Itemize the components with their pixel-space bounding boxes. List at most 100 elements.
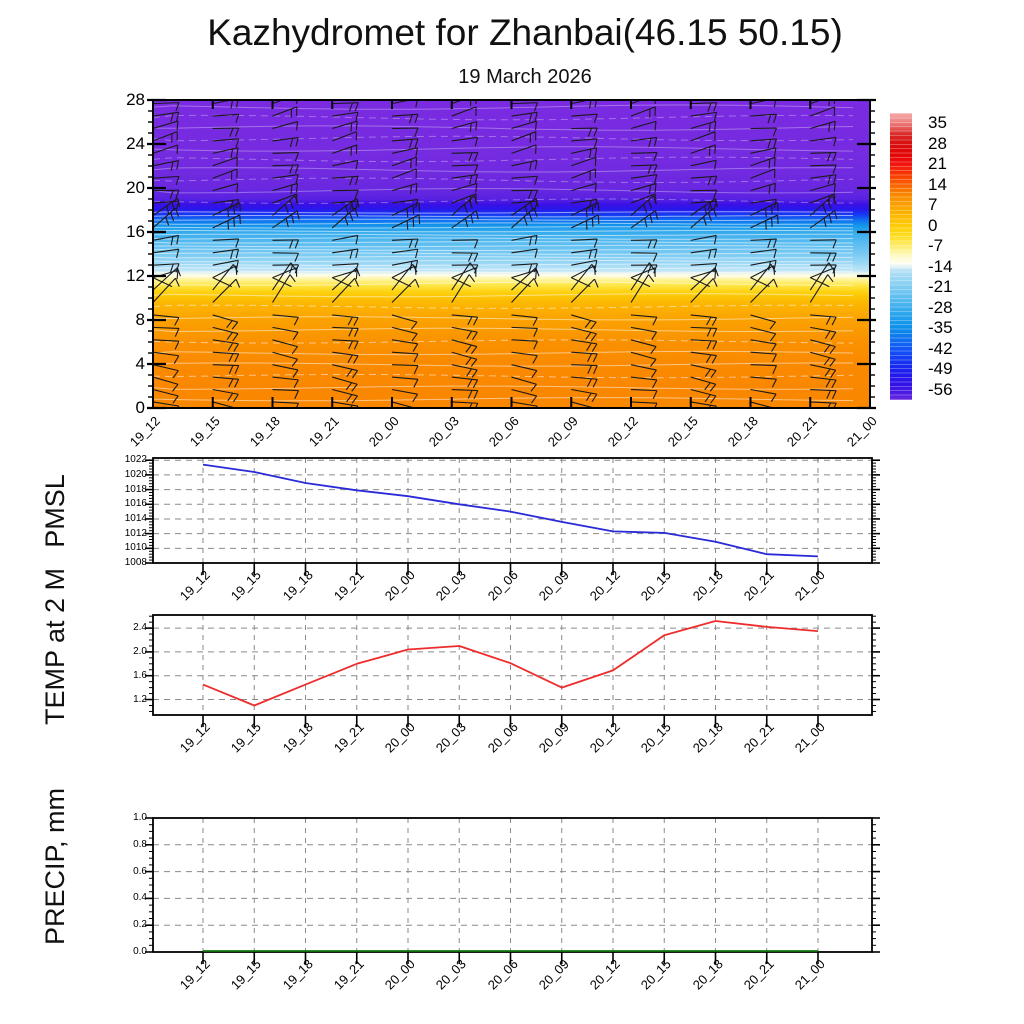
wind-barb-feather (355, 121, 358, 131)
wind-barb-staff (153, 234, 179, 241)
wind-barb-feather (654, 183, 657, 193)
wind-barb-feather (650, 369, 657, 378)
wind-barb-feather (713, 176, 718, 185)
wind-barb-feather (830, 331, 837, 340)
wind-barb-staff (869, 103, 870, 104)
contour-line (153, 104, 854, 110)
wind-barb-feather (534, 112, 538, 122)
wind-barb-feather (594, 260, 598, 270)
wind-barb-staff (571, 277, 591, 288)
wind-barb-feather (412, 217, 415, 227)
contour-line (153, 244, 854, 248)
wind-barb-staff (272, 326, 299, 333)
wind-barb-feather (469, 122, 472, 133)
wind-barb-feather (467, 379, 473, 388)
wind-barb-staff (153, 351, 179, 357)
wind-barb-feather (346, 394, 353, 403)
wind-barb-staff (212, 168, 238, 179)
wind-barb-feather (708, 404, 712, 408)
wind-barb-feather (534, 160, 538, 170)
wind-barb-staff (212, 100, 234, 105)
wind-barb-staff (332, 131, 357, 142)
colorbar (890, 113, 912, 400)
wind-barb-feather (176, 270, 179, 280)
wind-barb-staff (153, 144, 178, 154)
wind-barb-staff (511, 364, 537, 372)
wind-barb-feather (228, 365, 234, 374)
wind-barb-feather (351, 370, 359, 379)
wind-barb-feather (777, 214, 779, 224)
wind-barb-staff (212, 339, 239, 345)
wind-barb-staff (511, 120, 537, 130)
wind-barb-feather (713, 201, 718, 210)
wind-barb-feather (406, 220, 409, 230)
wind-barb-feather (289, 164, 294, 174)
wind-barb-staff (153, 131, 178, 142)
wind-barb-staff (570, 278, 595, 303)
wind-barb-staff (391, 198, 418, 204)
wind-barb-staff (212, 376, 239, 380)
wind-barb-feather (354, 263, 359, 273)
wind-barb-staff (212, 138, 239, 142)
wind-barb-staff (810, 326, 836, 333)
wind-barb-staff (809, 274, 829, 303)
wind-barb-feather (533, 328, 538, 337)
wind-barb-staff (571, 198, 598, 204)
wind-barb-staff (391, 238, 418, 241)
wind-barb-staff (391, 376, 418, 380)
wind-barb-staff (630, 314, 657, 318)
wind-barb-feather (591, 217, 594, 227)
wind-barb-feather (414, 265, 417, 275)
contour-line (153, 293, 854, 298)
wind-barb-feather (832, 253, 837, 262)
contour-line (153, 146, 854, 152)
wind-barb-feather (473, 390, 479, 400)
wind-barb-feather (653, 264, 658, 274)
wind-barb-staff (272, 277, 292, 288)
wind-barb-staff (272, 121, 298, 130)
wind-barb-feather (350, 122, 353, 132)
wind-barb-staff (750, 376, 777, 380)
wind-barb-feather (345, 382, 353, 391)
x-axis-tick-label: 19_21 (330, 956, 367, 993)
wind-barb-feather (284, 204, 289, 214)
wind-barb-feather (524, 205, 528, 215)
wind-barb-feather (295, 174, 299, 184)
wind-barb-staff (750, 259, 777, 266)
contour-line (153, 374, 854, 379)
wind-barb-staff (630, 183, 657, 192)
wind-barb-staff (391, 259, 418, 266)
wind-barb-feather (823, 218, 827, 228)
contour-line (153, 226, 854, 229)
wind-barb-feather (233, 343, 239, 352)
y-axis-tick-label: 1014 (124, 512, 147, 524)
temp-axis-title: TEMP at 2 M (40, 567, 70, 725)
wind-barb-staff (153, 364, 179, 372)
wind-barb-staff (153, 314, 179, 319)
wind-barb-feather (652, 253, 658, 262)
wind-barb-feather (532, 355, 538, 364)
wind-barb-feather (769, 333, 777, 342)
y-axis-tick-label: 0.0 (133, 946, 147, 957)
wind-barb-staff (690, 388, 717, 397)
wind-barb-staff (571, 388, 597, 395)
colorbar-tick-label: -49 (928, 359, 953, 379)
wind-barb-feather (702, 216, 707, 226)
wind-barb-staff (153, 200, 179, 204)
wind-barb-feather (296, 210, 300, 220)
wind-barb-feather (650, 346, 657, 355)
wind-barb-staff (332, 364, 358, 372)
wind-barb-staff (571, 214, 599, 229)
wind-barb-staff (571, 113, 598, 117)
wind-barb-feather (593, 265, 596, 275)
wind-barb-feather (468, 274, 476, 283)
x-axis-tick-label: 20_09 (535, 956, 572, 993)
wind-barb-staff (272, 267, 297, 279)
wind-barb-feather (235, 265, 238, 275)
wind-barb-staff (630, 274, 649, 303)
wind-barb-feather (647, 164, 652, 174)
wind-barb-staff (511, 159, 538, 167)
wind-barb-staff (810, 239, 837, 241)
wind-barb-staff (809, 210, 836, 229)
wind-barb-staff (332, 111, 359, 117)
